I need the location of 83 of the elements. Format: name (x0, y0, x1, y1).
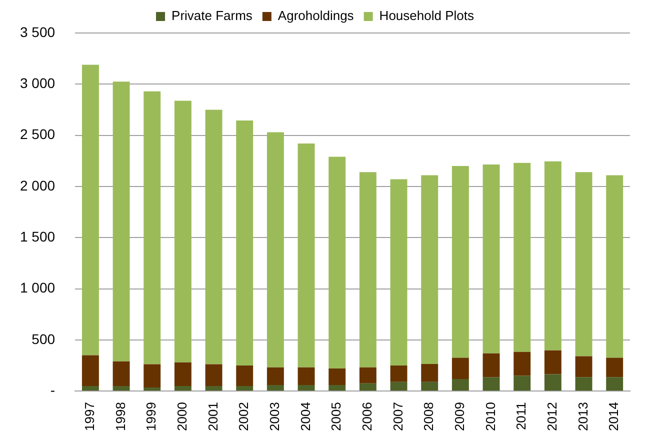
x-tick-label: 1997 (82, 402, 98, 431)
bar (112, 386, 130, 391)
bar (575, 377, 592, 391)
bar (390, 382, 408, 391)
y-tick-label: 2 000 (20, 177, 56, 194)
bar (544, 350, 562, 374)
bar (205, 110, 222, 364)
bar (328, 156, 346, 368)
bar (236, 120, 254, 366)
bar (298, 367, 315, 385)
bar (514, 352, 531, 376)
bar (606, 358, 624, 378)
legend-label: Household Plots (379, 8, 474, 24)
bar (174, 386, 192, 391)
bar (421, 382, 438, 391)
y-tick-label: - (50, 382, 56, 398)
bar (174, 100, 192, 362)
bar (359, 383, 376, 391)
bar (266, 384, 284, 391)
bar (112, 82, 130, 362)
x-tick-label: 2010 (482, 402, 498, 431)
legend-label: Agroholdings (278, 8, 354, 24)
bar (359, 367, 376, 384)
bar (421, 175, 438, 364)
bar (82, 386, 99, 391)
bar (544, 161, 562, 350)
bar (482, 353, 500, 378)
x-tick-label: 2004 (298, 402, 313, 431)
bar (205, 386, 222, 391)
bar (452, 379, 469, 391)
bar (606, 175, 624, 358)
bar (482, 377, 500, 391)
bar (482, 164, 500, 354)
y-tick-label: 1 000 (20, 280, 56, 296)
y-tick-label: 500 (32, 330, 56, 347)
bar (514, 376, 531, 391)
bar (514, 162, 531, 352)
x-tick-label: 2006 (360, 402, 375, 431)
x-tick-label: 2012 (544, 402, 560, 431)
bar (606, 377, 624, 391)
x-tick-label: 1999 (144, 402, 159, 431)
bar (112, 361, 130, 386)
x-tick-label: 2008 (421, 402, 436, 431)
x-tick-label: 2009 (452, 402, 468, 431)
bar (144, 388, 161, 391)
bar (82, 355, 99, 386)
bar (452, 166, 469, 358)
x-tick-label: 2007 (390, 402, 406, 431)
y-tick-label: 1 500 (20, 228, 56, 244)
bar (82, 64, 99, 356)
y-tick-label: 3 000 (20, 75, 56, 92)
bar (575, 172, 592, 356)
y-tick-label: 3 500 (20, 24, 56, 40)
bar (575, 356, 592, 378)
bar (266, 367, 284, 385)
x-tick-label: 2002 (236, 402, 252, 431)
bar (298, 143, 315, 368)
bar (144, 364, 161, 388)
bar (174, 362, 192, 386)
bar (266, 132, 284, 368)
bar (544, 374, 562, 391)
x-tick-label: 2001 (205, 402, 220, 431)
bar (359, 172, 376, 368)
bar (328, 384, 346, 391)
x-tick-label: 1998 (112, 402, 128, 431)
bar (390, 366, 408, 382)
bar (452, 358, 469, 380)
x-tick-label: 2013 (575, 402, 590, 431)
x-tick-label: 2014 (606, 402, 622, 431)
x-tick-label: 2003 (267, 402, 282, 431)
bar (390, 179, 408, 366)
x-tick-label: 2000 (174, 402, 190, 431)
x-tick-label: 2005 (328, 402, 344, 431)
bar (421, 364, 438, 382)
bar (205, 364, 222, 386)
bar (298, 384, 315, 391)
legend-label: Private Farms (172, 8, 253, 24)
bar (328, 368, 346, 385)
x-tick-label: 2011 (514, 402, 529, 430)
bar (236, 366, 254, 386)
bar (236, 386, 254, 391)
y-tick-label: 2 500 (20, 126, 56, 142)
bar (144, 91, 161, 364)
